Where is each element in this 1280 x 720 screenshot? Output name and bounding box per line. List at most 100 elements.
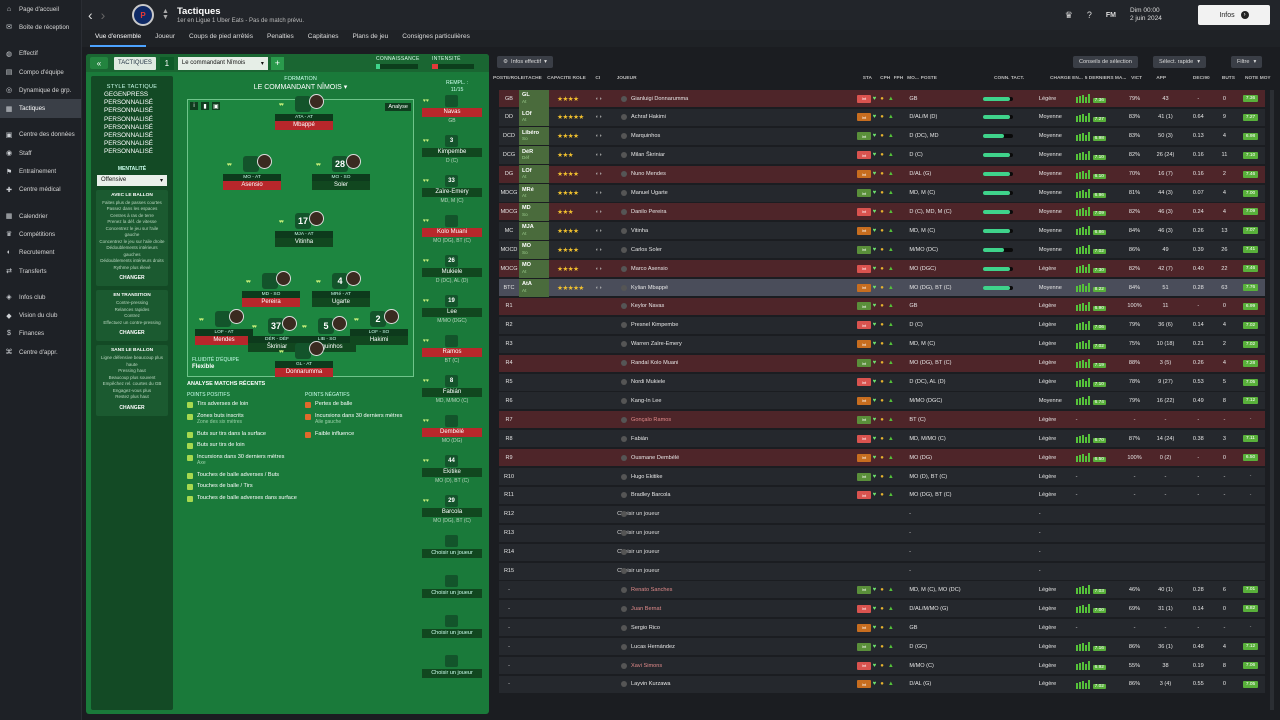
table-row[interactable]: R3 Warren Zaïre-Emery Int ♥ ● ▲ MD, M (C) Légèr… <box>499 335 1265 354</box>
col-header[interactable]: POSTE/RÔLE/TÂCHE <box>493 76 542 81</box>
player-name[interactable]: Layvin Kurzawa <box>617 681 855 688</box>
col-header[interactable]: FPH <box>893 76 904 81</box>
table-row[interactable]: R14 Choisir un joueur - - <box>499 543 1265 562</box>
table-row[interactable]: R4 Randal Kolo Muani Int ♥ ● ▲ MO (DG), BT (C)… <box>499 354 1265 373</box>
collapse-icon[interactable]: « <box>90 57 108 69</box>
col-header[interactable]: DÉC/90 <box>1192 76 1210 81</box>
player-name[interactable]: Lucas Hernández <box>617 643 855 650</box>
table-row[interactable]: DG LOf At ★★★★ ◐◑ Nuno Mendes Int ♥ ● ▲ D/AL (G) Mo… <box>499 165 1265 184</box>
nav-item-academy[interactable]: ⌘ Centre d'appr. <box>0 343 81 361</box>
stats-icon[interactable]: ▮ <box>201 102 209 110</box>
player-name[interactable]: Randal Kolo Muani <box>617 360 855 367</box>
sub-slot[interactable]: ♥♥ Navas GB <box>418 93 486 133</box>
sub-slot[interactable]: ♥♥ Ramos BT (C) <box>418 333 486 373</box>
position-cell[interactable]: R7 <box>499 411 553 429</box>
player-name[interactable]: Manuel Ugarte <box>617 190 855 196</box>
pitch-player[interactable]: 28 ♥♥ MO - SO Soler <box>310 154 374 194</box>
sub-slot[interactable]: 8 ♥♥ Fabián MD, M/MO (C) <box>418 373 486 413</box>
sub-slot[interactable]: 33 ♥♥ Zaïre-Emery MD, M (C) <box>418 173 486 213</box>
player-name[interactable]: Choisir un joueur <box>617 511 855 518</box>
table-row[interactable]: - Xavi Simons Int ♥ ● ▲ M/MO (C) Légère 6.92 55% 3… <box>499 657 1265 675</box>
table-row[interactable]: R11 Bradley Barcola Int ♥ ● ▲ MO (DG), BT (C) L… <box>499 486 1265 505</box>
col-header[interactable]: CI <box>595 76 601 81</box>
choose-player-button[interactable]: Choisir un joueur <box>422 589 482 598</box>
pitch-player[interactable]: ♥♥ MO - AT Asensio <box>221 154 285 194</box>
position-cell[interactable]: DG LOf At <box>499 165 553 184</box>
table-row[interactable]: GB GL At ★★★★ ◐◑ Gianluigi Donnarumma Int ♥ ● ▲ GB… <box>499 89 1265 108</box>
pitch-player[interactable]: 4 ♥♥ MRé - AT Ugarte <box>310 271 374 311</box>
table-row[interactable]: R8 Fabián Int ♥ ● ▲ MD, M/MO (C) Légère 6.70 87% 1… <box>499 430 1265 449</box>
position-cell[interactable]: R9 <box>499 449 553 467</box>
col-header[interactable]: NOTE MOY <box>1245 76 1271 81</box>
nav-item-staff[interactable]: ◉ Staff <box>0 144 81 162</box>
table-row[interactable]: DD LOf At ★★★★★ ◐◑ Achraf Hakimi Int ♥ ● ▲ D/AL/M … <box>499 108 1265 127</box>
formation-name[interactable]: LE COMMANDANT NÎMOIS ▾ <box>253 84 348 91</box>
position-cell[interactable]: R8 <box>499 430 553 448</box>
col-header[interactable]: VICT <box>1131 76 1143 81</box>
player-name[interactable]: Ousmane Dembélé <box>617 454 855 461</box>
choose-player-button[interactable]: Choisir un joueur <box>422 629 482 638</box>
forward-arrow-icon[interactable]: › <box>100 7 106 23</box>
table-row[interactable]: MOCD MO So ★★★★ ◐◑ Carlos Soler Int ♥ ● ▲ M/MO (DC… <box>499 240 1265 260</box>
tab-1[interactable]: Joueur <box>155 33 176 40</box>
table-row[interactable]: MOCG MO At ★★★★ ◐◑ Marco Asensio Int ♥ ● ▲ MO (DGC… <box>499 259 1265 279</box>
tab-4[interactable]: Capitaines <box>307 33 339 40</box>
player-name[interactable]: Hugo Ekitike <box>617 473 855 480</box>
table-row[interactable]: R7 Gonçalo Ramos Int ♥ ● ▲ BT (C) Légère - - - - - - <box>499 411 1265 430</box>
col-header[interactable]: CHARGE EN... <box>1050 76 1083 81</box>
quick-select-dropdown[interactable]: Sélect. rapide ▾ <box>1153 56 1207 68</box>
player-name[interactable]: Kang-In Lee <box>617 397 855 404</box>
tab-0[interactable]: Vue d'ensemble <box>90 33 147 47</box>
position-cell[interactable]: R1 <box>499 297 553 315</box>
filter-dropdown[interactable]: Filtre ▾ <box>1231 56 1263 68</box>
position-cell[interactable]: R3 <box>499 335 553 353</box>
table-row[interactable]: - Layvin Kurzawa Int ♥ ● ▲ D/AL (G) Légère 7.02 8… <box>499 675 1265 694</box>
style-lines[interactable]: GEGENPRESS PERSONNALISÉ PERSONNALISÉ PERSON… <box>91 91 173 157</box>
position-cell[interactable]: R10 <box>499 468 553 486</box>
player-name[interactable]: Carlos Soler <box>617 246 855 253</box>
player-name[interactable]: Xavi Simons <box>617 662 855 669</box>
player-name[interactable]: Gonçalo Ramos <box>617 416 855 423</box>
sub-slot[interactable]: 44 ♥♥ Ekitike MO (D), BT (C) <box>418 453 486 493</box>
position-cell[interactable]: - <box>499 581 553 599</box>
mentalite-dropdown[interactable]: Offensive ▾ <box>97 174 167 186</box>
position-cell[interactable]: MC MJA At <box>499 221 553 240</box>
add-tactic-button[interactable]: + <box>270 56 284 70</box>
pitch-player[interactable]: ♥♥ MD - SO Pereira <box>240 271 304 311</box>
col-header[interactable]: POSTE <box>920 76 937 81</box>
player-name[interactable]: Renato Sanches <box>617 586 855 593</box>
table-row[interactable]: BTC AtA At ★★★★★ ◐◑ Kylian Mbappé Int ♥ ● ▲ MO (DG… <box>499 278 1265 297</box>
position-cell[interactable]: R11 <box>499 486 553 504</box>
nav-item-dynamics[interactable]: ◎ Dynamique de grp. <box>0 81 81 99</box>
player-name[interactable]: Sergio Rico <box>617 624 855 631</box>
nav-item-inbox[interactable]: ✉ Boîte de réception <box>0 18 81 36</box>
position-cell[interactable]: - <box>499 619 553 637</box>
table-row[interactable]: MC MJA At ★★★★ ◐◑ Vitinha Int ♥ ● ▲ MD, M (C) Moyen… <box>499 221 1265 241</box>
pitch-player[interactable]: 2 ♥♥ LOF - SO Hakimi <box>348 309 412 349</box>
player-name[interactable]: Marquinhos <box>617 133 855 140</box>
position-cell[interactable]: R14 <box>499 543 553 561</box>
table-row[interactable]: - Sergio Rico Int ♥ ● ▲ GB Légère - - - - - - <box>499 619 1265 638</box>
trophy-icon[interactable]: ♛ <box>1064 9 1073 20</box>
sub-slot[interactable]: ♥♥ Kolo Muani MO (DG), BT (C) <box>418 213 486 253</box>
player-name[interactable]: Juan Bernat <box>617 605 855 612</box>
position-cell[interactable]: DD LOf At <box>499 108 553 127</box>
table-row[interactable]: R1 Keylor Navas Int ♥ ● ▲ GB Légère 6.90 100% 11-0… <box>499 297 1265 316</box>
col-header[interactable]: CPH <box>880 76 891 81</box>
table-row[interactable]: R2 Presnel Kimpembe Int ♥ ● ▲ D (C) Légère 7.06 7… <box>499 316 1265 335</box>
nav-item-home[interactable]: ⌂ Page d'accueil <box>0 0 81 18</box>
pitch-player[interactable]: ♥♥ ATA - AT Mbappé <box>273 94 337 134</box>
table-row[interactable]: DCD Libéro So ★★★★ ◐◑ Marquinhos Int ♥ ● ▲ D (DC),… <box>499 127 1265 146</box>
sub-slot[interactable]: Choisir un joueur <box>418 653 486 693</box>
player-name[interactable]: Choisir un joueur <box>617 530 855 537</box>
tactic-select[interactable]: Le commandant Nîmois ▾ <box>177 56 268 70</box>
change-button[interactable]: CHANGER <box>119 330 145 337</box>
position-cell[interactable]: - <box>499 638 553 656</box>
date-block[interactable]: Dim 00:00 2 juin 2024 <box>1130 7 1188 23</box>
position-cell[interactable]: R13 <box>499 524 553 542</box>
nav-item-scouting[interactable]: ◐ Recrutement <box>0 244 81 262</box>
col-header[interactable]: BUTS <box>1221 76 1235 81</box>
position-cell[interactable]: - <box>499 657 553 675</box>
nav-item-trophy[interactable]: ♛ Compétitions <box>0 225 81 243</box>
table-row[interactable]: R12 Choisir un joueur - - <box>499 505 1265 524</box>
